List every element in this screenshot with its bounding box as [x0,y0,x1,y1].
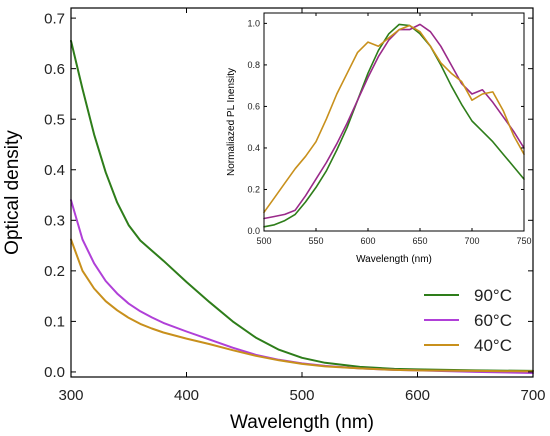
main-chart: 300 400 500 600 7000.00.10.20.30.40.50.60.7 … [2,7,546,433]
inset-axes: 500 550 600 650 700 750 0.0 0.2 0.4 0.6 0.8 1.0 [247,12,532,246]
inset-x-axis-title: Wavelength (nm) [356,254,432,265]
inset-y-tick-label: 0.6 [247,102,260,112]
inset-x-tick-label: 550 [308,236,323,246]
main-x-tick-label: 700 [520,387,545,404]
main-y-tick-label: 0.1 [44,314,65,331]
main-y-axis-title: Optical density [2,130,23,255]
inset-y-tick-label: 0.8 [247,60,260,70]
inset-x-tick-label: 600 [360,236,375,246]
main-y-tick-label: 0.7 [44,10,65,27]
inset-x-tick-label: 750 [516,236,531,246]
main-x-tick-label: 500 [289,387,314,404]
main-x-tick-label: 600 [405,387,430,404]
legend: 90°C 60°C 40°C [424,286,512,355]
legend-label-1: 90°C [474,286,512,305]
main-y-tick-label: 0.2 [44,263,65,280]
main-axes: 300 400 500 600 700 0.0 0.1 0.2 0.3 0.4 0.5 0.6 0.7 [44,7,546,404]
inset-series-line-3 [263,24,525,214]
main-x-tick-label: 300 [58,387,83,404]
inset-y-axis-title: Normaliazed PL Inensity [226,68,237,176]
main-series-line-1 [70,39,534,372]
inset-y-tick-label: 1.0 [247,19,260,29]
inset-chart: 500 550 600 650 700 750 0.0 0.2 0.4 0.6 0.8 1.0 Wav… [226,12,532,265]
inset-series-group [263,23,525,228]
inset-series-line-1 [263,23,525,228]
legend-label-3: 40°C [474,336,512,355]
main-series-line-3 [70,238,534,373]
main-frame [70,7,534,378]
inset-y-tick-label: 0.0 [247,226,260,236]
main-y-tick-label: 0.6 [44,61,65,78]
inset-y-tick-label: 0.2 [247,185,260,195]
inset-x-tick-label: 650 [412,236,427,246]
inset-x-tick-label: 700 [464,236,479,246]
main-y-tick-label: 0.0 [44,364,65,381]
inset-frame [263,12,525,232]
main-x-axis-title: Wavelength (nm) [230,412,374,433]
inset-x-tick-label: 500 [256,236,271,246]
inset-series-line-2 [263,23,525,220]
main-y-tick-label: 0.5 [44,111,65,128]
main-y-tick-label: 0.4 [44,162,65,179]
inset-y-tick-label: 0.4 [247,143,260,153]
main-x-tick-label: 400 [174,387,199,404]
legend-label-2: 60°C [474,311,512,330]
main-series-group [70,39,534,374]
main-series-line-2 [70,199,534,374]
main-y-tick-label: 0.3 [44,213,65,230]
